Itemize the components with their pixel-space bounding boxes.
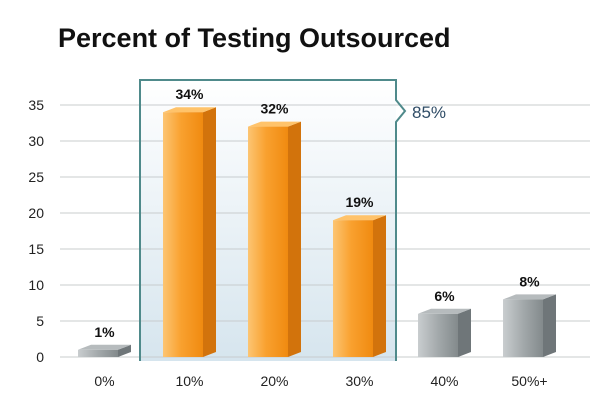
- bar-2: 34%: [163, 86, 216, 357]
- data-label: 34%: [175, 86, 204, 102]
- x-tick-label: 50%+: [511, 373, 547, 389]
- bar-1: 1%: [78, 324, 131, 357]
- bar-front: [248, 126, 288, 357]
- y-tick-label: 0: [36, 349, 44, 365]
- y-tick-label: 10: [28, 277, 44, 293]
- x-tick-label: 40%: [430, 373, 458, 389]
- bar-side: [458, 308, 471, 357]
- highlight-total-label: 85%: [412, 103, 446, 122]
- x-tick-label: 0%: [94, 373, 114, 389]
- y-tick-label: 35: [28, 97, 44, 113]
- data-label: 19%: [345, 194, 374, 210]
- x-tick-label: 20%: [260, 373, 288, 389]
- chart-title: Percent of Testing Outsourced: [58, 23, 451, 53]
- bar-front: [503, 299, 543, 357]
- data-label: 8%: [519, 273, 540, 289]
- bar-side: [373, 215, 386, 357]
- bar-front: [418, 313, 458, 357]
- bar-top: [78, 344, 131, 350]
- bar-side: [118, 344, 131, 357]
- x-axis: 0% 10% 20% 30% 40% 50%+: [94, 373, 547, 389]
- x-tick-label: 30%: [345, 373, 373, 389]
- bar-5: 6%: [418, 288, 471, 357]
- y-tick-label: 5: [36, 313, 44, 329]
- bar-top: [418, 308, 471, 314]
- data-label: 1%: [94, 324, 115, 340]
- y-tick-label: 20: [28, 205, 44, 221]
- y-tick-label: 25: [28, 169, 44, 185]
- bar-top: [333, 215, 386, 221]
- highlight-bracket: [139, 79, 407, 361]
- bars: 1% 34% 32% 19% 6% 8%: [78, 86, 556, 357]
- bar-side: [543, 294, 556, 357]
- x-tick-label: 10%: [175, 373, 203, 389]
- bar-front: [333, 220, 373, 357]
- bar-4: 19%: [333, 194, 386, 357]
- bar-6: 8%: [503, 273, 556, 357]
- y-axis: 0 5 10 15 20 25 30 35: [28, 97, 44, 365]
- y-tick-label: 30: [28, 133, 44, 149]
- bar-top: [163, 107, 216, 113]
- bar-top: [503, 294, 556, 300]
- bar-front: [78, 349, 118, 357]
- bar-front: [163, 112, 203, 357]
- data-label: 32%: [260, 101, 289, 117]
- bar-3: 32%: [248, 101, 301, 357]
- bar-top: [248, 121, 301, 127]
- bar-side: [203, 107, 216, 357]
- data-label: 6%: [434, 288, 455, 304]
- grid-lines: [60, 104, 590, 358]
- y-tick-label: 15: [28, 241, 44, 257]
- bar-side: [288, 121, 301, 357]
